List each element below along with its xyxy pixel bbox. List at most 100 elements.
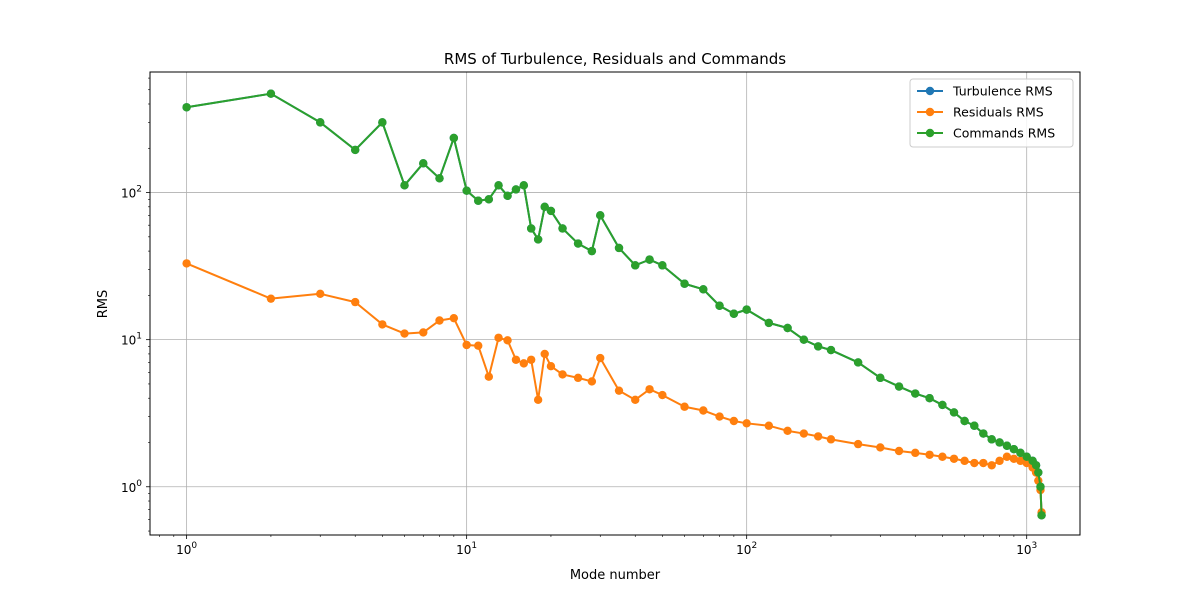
data-point-residuals-rms — [573, 373, 583, 383]
data-point-commands-rms — [435, 174, 444, 183]
legend-label: Commands RMS — [953, 126, 1055, 141]
data-point-commands-rms — [474, 196, 483, 205]
legend-swatch-marker — [925, 107, 935, 117]
data-point-commands-rms — [658, 261, 667, 270]
data-point-residuals-rms — [938, 452, 947, 461]
data-point-commands-rms — [979, 429, 988, 438]
legend-swatch-marker — [925, 86, 935, 96]
data-point-commands-rms — [938, 400, 947, 410]
data-point-residuals-rms — [764, 421, 774, 430]
data-point-commands-rms — [316, 118, 325, 127]
data-point-commands-rms — [1031, 461, 1041, 470]
data-point-commands-rms — [573, 239, 583, 248]
data-point-residuals-rms — [715, 412, 724, 421]
data-point-commands-rms — [449, 133, 459, 143]
data-point-residuals-rms — [995, 456, 1004, 466]
data-point-commands-rms — [1037, 511, 1046, 520]
data-point-commands-rms — [853, 358, 863, 367]
data-point-residuals-rms — [182, 259, 191, 268]
data-point-residuals-rms — [742, 419, 751, 428]
data-point-residuals-rms — [587, 377, 597, 386]
data-point-residuals-rms — [533, 395, 543, 405]
x-tick-label-exponent: 1 — [471, 541, 477, 551]
data-point-residuals-rms — [351, 297, 360, 307]
data-point-commands-rms — [764, 318, 774, 328]
data-point-residuals-rms — [484, 372, 494, 381]
data-point-residuals-rms — [658, 390, 667, 400]
data-point-commands-rms — [783, 323, 792, 333]
x-tick-label-exponent: 0 — [191, 541, 197, 551]
data-point-commands-rms — [1016, 448, 1025, 458]
y-tick-label-exponent: 1 — [136, 332, 142, 342]
data-point-residuals-rms — [979, 458, 988, 468]
data-point-commands-rms — [894, 382, 904, 391]
data-point-commands-rms — [631, 261, 640, 270]
data-point-commands-rms — [540, 202, 549, 212]
data-point-commands-rms — [813, 342, 823, 351]
data-point-commands-rms — [970, 421, 979, 430]
data-point-commands-rms — [378, 118, 387, 127]
y-tick-label-exponent: 0 — [136, 479, 142, 489]
data-point-residuals-rms — [1009, 454, 1019, 463]
y-axis-label: RMS — [96, 290, 111, 319]
y-tick-label: 100 — [121, 479, 142, 495]
data-point-commands-rms — [876, 373, 885, 383]
grid — [150, 72, 1080, 535]
data-point-commands-rms — [1009, 445, 1019, 454]
data-point-commands-rms — [925, 394, 934, 403]
legend: Turbulence RMS Residuals RMS Commands RMS — [909, 78, 1074, 148]
data-point-commands-rms — [949, 408, 959, 417]
data-point-commands-rms — [960, 416, 969, 426]
data-point-residuals-rms — [949, 454, 959, 463]
data-point-residuals-rms — [540, 349, 549, 359]
data-point-commands-rms — [614, 243, 624, 253]
data-point-commands-rms — [911, 389, 920, 398]
data-point-commands-rms — [462, 186, 471, 195]
data-point-residuals-rms — [378, 320, 387, 329]
data-point-residuals-rms — [680, 402, 689, 411]
y-tick-label: 101 — [121, 332, 142, 348]
data-point-residuals-rms — [894, 446, 904, 456]
data-point-residuals-rms — [826, 435, 836, 444]
data-point-commands-rms — [699, 285, 708, 294]
data-point-commands-rms — [1002, 441, 1012, 450]
data-point-residuals-rms — [596, 353, 605, 363]
data-point-commands-rms — [729, 309, 739, 318]
chart-title: RMS of Turbulence, Residuals and Command… — [444, 50, 786, 68]
x-tick-label: 101 — [456, 541, 477, 557]
data-point-commands-rms — [511, 185, 521, 194]
data-point-commands-rms — [494, 181, 503, 190]
data-point-commands-rms — [400, 181, 409, 190]
legend-frame — [909, 78, 1074, 148]
data-point-residuals-rms — [960, 456, 969, 466]
data-point-commands-rms — [799, 335, 809, 344]
data-point-residuals-rms — [799, 429, 809, 438]
data-point-residuals-rms — [503, 336, 512, 345]
data-point-residuals-rms — [645, 385, 654, 394]
data-point-commands-rms — [987, 435, 996, 444]
data-point-residuals-rms — [729, 416, 739, 426]
data-point-residuals-rms — [266, 294, 276, 303]
data-point-residuals-rms — [970, 458, 979, 468]
legend-item: Turbulence RMS — [917, 84, 1053, 99]
y-tick-label-base: 10 — [121, 481, 136, 495]
data-point-residuals-rms — [699, 406, 708, 415]
x-axis-label: Mode number — [570, 568, 661, 583]
legend-item: Residuals RMS — [917, 105, 1044, 120]
x-tick-label-exponent: 3 — [1031, 541, 1037, 551]
legend-swatch-marker — [925, 128, 935, 138]
series-commands-rms — [182, 89, 1046, 520]
data-point-commands-rms — [826, 345, 836, 355]
legend-label: Residuals RMS — [953, 105, 1044, 120]
data-point-commands-rms — [558, 224, 567, 233]
data-point-commands-rms — [596, 211, 605, 220]
data-point-residuals-rms — [435, 316, 444, 325]
data-point-commands-rms — [419, 159, 428, 168]
series-residuals-rms — [182, 259, 1046, 517]
data-point-residuals-rms — [631, 395, 640, 405]
x-tick-label-exponent: 2 — [751, 541, 757, 551]
data-point-commands-rms — [546, 206, 556, 216]
data-point-commands-rms — [519, 181, 529, 190]
data-point-commands-rms — [587, 246, 597, 256]
